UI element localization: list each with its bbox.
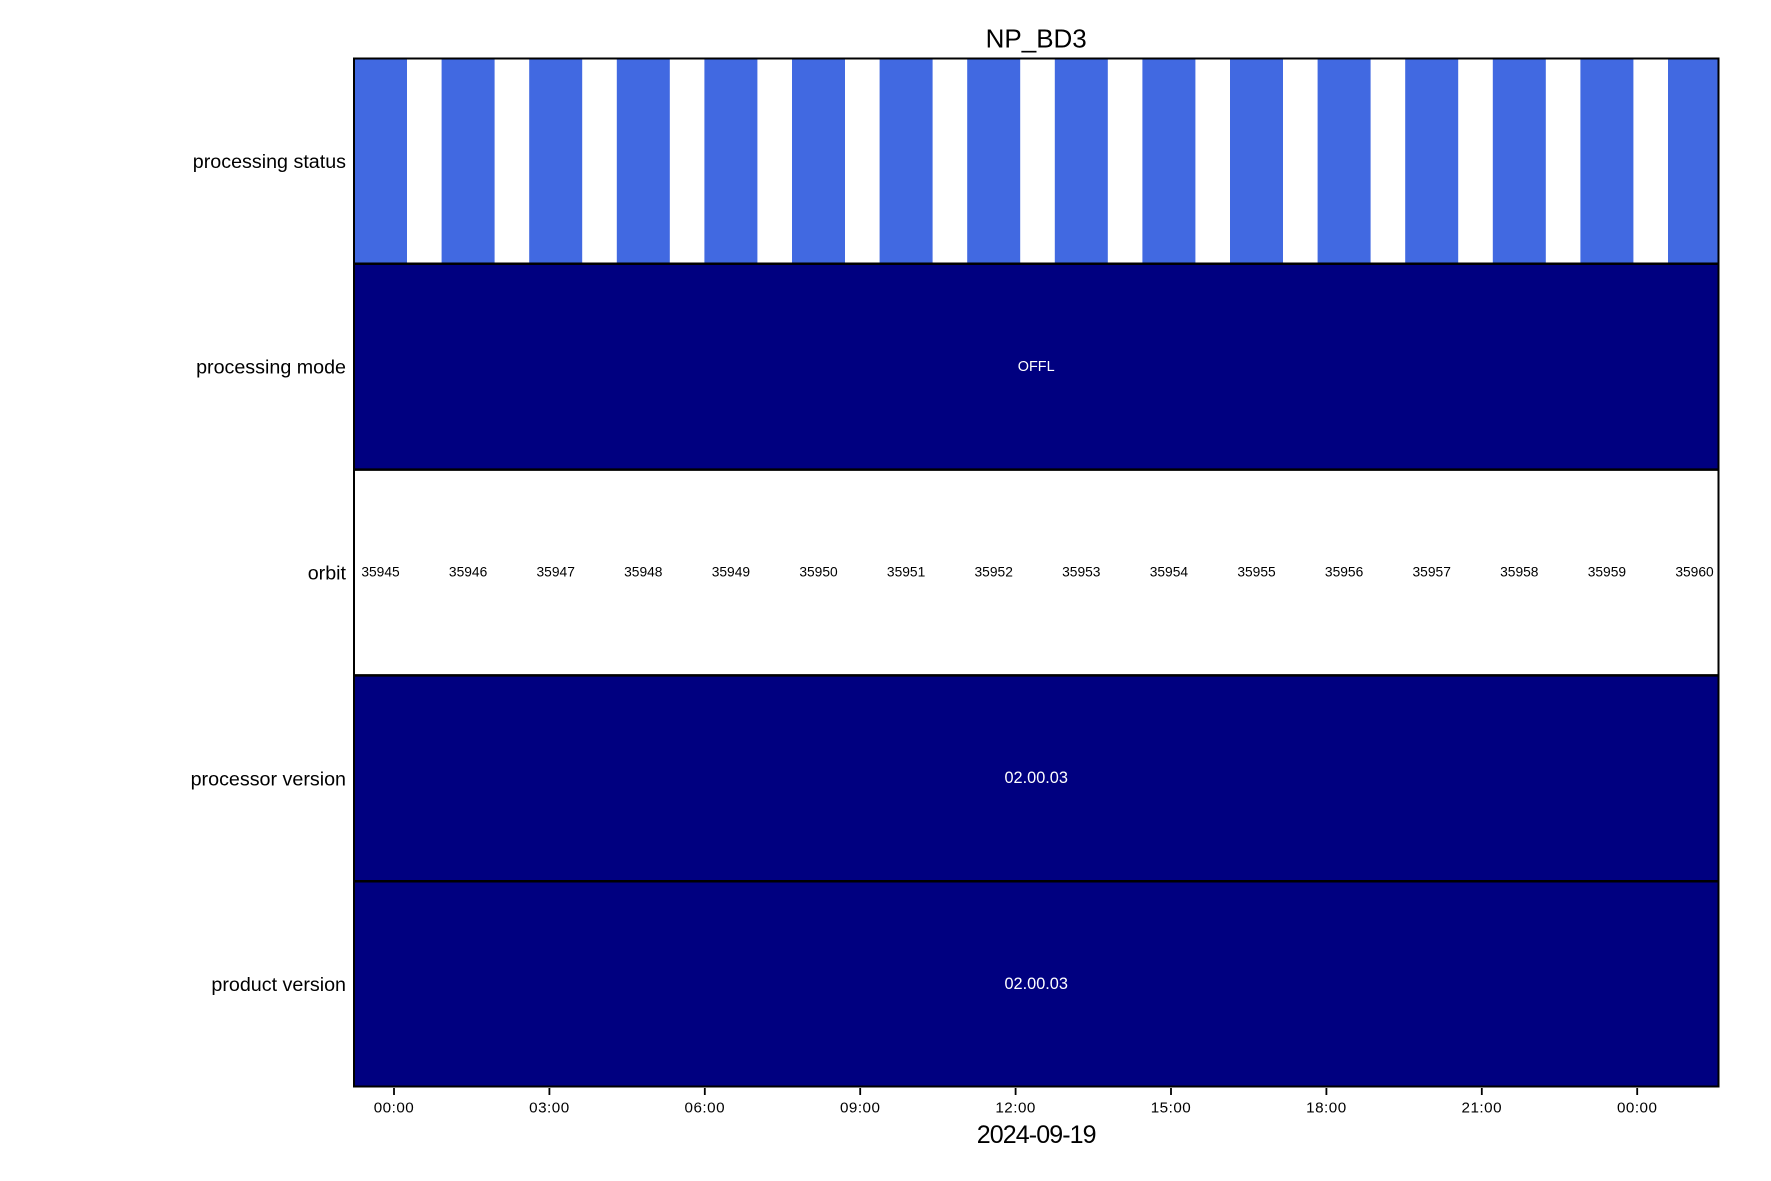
svg-text:35945: 35945 xyxy=(361,565,400,580)
svg-text:03:00: 03:00 xyxy=(529,1099,570,1116)
svg-text:35950: 35950 xyxy=(799,565,838,580)
svg-text:35954: 35954 xyxy=(1150,565,1189,580)
svg-text:35957: 35957 xyxy=(1413,565,1451,580)
svg-text:35959: 35959 xyxy=(1588,565,1627,580)
svg-text:02.00.03: 02.00.03 xyxy=(1005,769,1068,787)
svg-text:09:00: 09:00 xyxy=(840,1099,881,1116)
svg-text:02.00.03: 02.00.03 xyxy=(1005,975,1068,993)
svg-text:processor version: processor version xyxy=(191,768,346,790)
svg-text:35946: 35946 xyxy=(449,565,488,580)
svg-text:00:00: 00:00 xyxy=(374,1099,415,1116)
svg-text:12:00: 12:00 xyxy=(995,1099,1036,1116)
svg-text:35949: 35949 xyxy=(712,565,751,580)
svg-text:processing mode: processing mode xyxy=(196,357,346,379)
svg-text:00:00: 00:00 xyxy=(1617,1099,1658,1116)
svg-text:15:00: 15:00 xyxy=(1151,1099,1192,1116)
svg-text:35956: 35956 xyxy=(1325,565,1364,580)
svg-text:35953: 35953 xyxy=(1062,565,1101,580)
svg-text:06:00: 06:00 xyxy=(685,1099,726,1116)
svg-text:35947: 35947 xyxy=(537,565,575,580)
svg-text:21:00: 21:00 xyxy=(1462,1099,1503,1116)
svg-text:orbit: orbit xyxy=(308,563,347,585)
svg-text:2024-09-19: 2024-09-19 xyxy=(977,1121,1096,1149)
svg-text:35951: 35951 xyxy=(887,565,925,580)
svg-text:18:00: 18:00 xyxy=(1306,1099,1347,1116)
svg-text:35952: 35952 xyxy=(975,565,1013,580)
svg-text:OFFL: OFFL xyxy=(1018,359,1055,375)
svg-text:NP_BD3: NP_BD3 xyxy=(986,23,1087,53)
svg-text:35958: 35958 xyxy=(1500,565,1539,580)
svg-text:product version: product version xyxy=(211,974,346,996)
svg-text:35948: 35948 xyxy=(624,565,663,580)
svg-text:35960: 35960 xyxy=(1675,565,1714,580)
svg-text:35955: 35955 xyxy=(1237,565,1276,580)
svg-text:processing status: processing status xyxy=(193,151,346,173)
